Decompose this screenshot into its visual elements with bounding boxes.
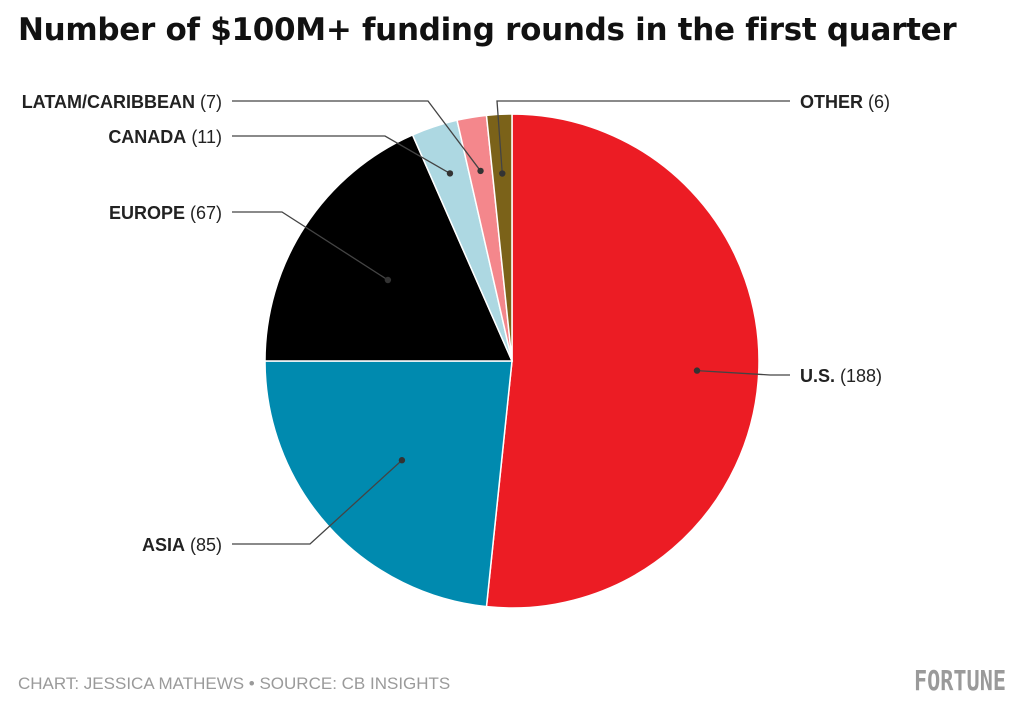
slice-label-canada: CANADA (11) (108, 127, 222, 147)
leader-line-canada (232, 135, 451, 174)
slice-label-name: EUROPE (109, 203, 185, 223)
leader-line-europe (232, 211, 389, 281)
leader-line-other (496, 100, 790, 174)
leader-line-u-s (696, 369, 790, 376)
leader-dot-europe (384, 276, 392, 284)
leader-dot-canada (446, 170, 454, 177)
slice-label-name: OTHER (800, 92, 863, 112)
fortune-logo: FORTUNE (913, 664, 1006, 697)
leader-line-asia (232, 459, 403, 545)
chart-credit: CHART: JESSICA MATHEWS • SOURCE: CB INSI… (18, 674, 451, 693)
slice-label-value: (11) (186, 127, 222, 147)
leader-line-latam-caribbean (232, 100, 482, 172)
slice-label-name: ASIA (142, 535, 185, 555)
pie-slice-europe (264, 133, 514, 362)
slice-label-name: LATAM/CARIBBEAN (22, 92, 195, 112)
slice-label-name: U.S. (800, 366, 835, 386)
pie-slice-asia (264, 360, 513, 608)
slice-label-europe: EUROPE (67) (109, 203, 222, 223)
pie-slice-other (485, 113, 513, 362)
slice-label-value: (7) (195, 92, 222, 112)
pie-slice-u-s (485, 113, 760, 609)
chart-title: Number of $100M+ funding rounds in the f… (18, 12, 957, 48)
slice-label-u-s: U.S. (188) (800, 366, 882, 386)
slice-label-value: (85) (185, 535, 222, 555)
slice-label-value: (188) (835, 366, 882, 386)
slice-label-value: (67) (185, 203, 222, 223)
slice-label-latam-caribbean: LATAM/CARIBBEAN (7) (22, 92, 222, 112)
leader-dot-u-s (693, 367, 701, 374)
leader-dot-asia (398, 457, 406, 464)
slice-label-other: OTHER (6) (800, 92, 890, 112)
slice-label-name: CANADA (108, 127, 186, 147)
slice-label-asia: ASIA (85) (142, 535, 222, 555)
leader-dot-other (499, 170, 506, 177)
leader-dot-latam-caribbean (477, 167, 484, 175)
slice-label-value: (6) (863, 92, 890, 112)
